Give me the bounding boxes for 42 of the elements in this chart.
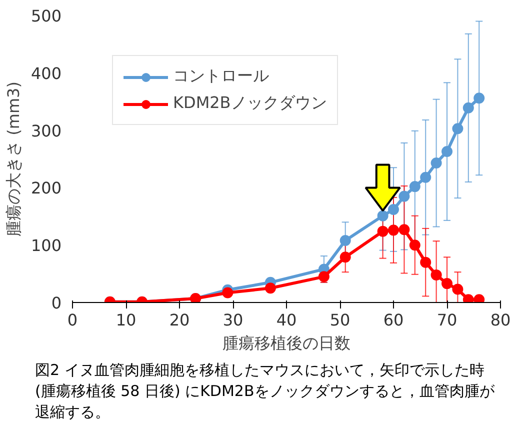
y-tick-label: 0	[51, 294, 62, 312]
x-tick-label: 30	[222, 310, 244, 330]
legend-label: KDM2Bノックダウン	[173, 93, 327, 114]
point	[409, 181, 420, 192]
point	[462, 102, 474, 114]
point	[452, 284, 464, 295]
point	[340, 235, 351, 246]
x-tick-label: 50	[330, 310, 350, 330]
point	[222, 287, 234, 298]
y-tick-label: 500	[30, 6, 62, 26]
caption: 図2 イヌ血管肉腫細胞を移植したマウスにおいて，矢印で示した時 (腫瘍移植後 58 日後) にKDM2Bをノックダウンすると，血管肉腫が退縮する。	[35, 360, 496, 423]
y-tick-label: 400	[30, 64, 62, 83]
y-tick-label: 200	[30, 178, 62, 198]
point	[388, 224, 399, 236]
point	[430, 269, 442, 280]
x-tick-label: 40	[276, 310, 297, 330]
point	[474, 92, 485, 104]
point	[420, 256, 432, 268]
y-tick-label: 300	[30, 121, 62, 140]
x-tick-label: 20	[169, 310, 190, 330]
x-tick-label: 70	[436, 310, 458, 330]
point	[398, 190, 410, 202]
point	[442, 146, 452, 158]
x-axis-title: 腫瘍移植後の日数	[222, 334, 350, 352]
x-tick-label: 80	[490, 310, 511, 330]
point	[452, 123, 464, 134]
x-tick-label: 60	[383, 310, 404, 330]
point	[264, 282, 276, 294]
y-axis-title: 腫瘍の大きさ (mm3)	[4, 82, 23, 236]
y-tick-label: 100	[30, 236, 62, 256]
point	[420, 172, 432, 183]
point	[377, 210, 388, 222]
point	[442, 278, 452, 290]
x-tick-label: 0	[67, 310, 78, 330]
point	[377, 226, 388, 237]
x-tick-label: 10	[116, 310, 136, 330]
point	[398, 224, 410, 236]
point	[340, 252, 351, 263]
point	[409, 240, 420, 251]
legend-label: コントロール	[173, 66, 269, 87]
point	[388, 204, 399, 215]
point	[430, 158, 442, 169]
